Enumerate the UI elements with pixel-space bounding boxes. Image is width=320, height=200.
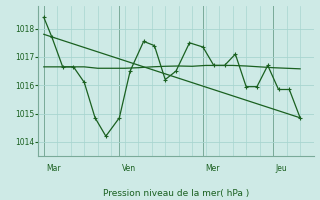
Text: Ven: Ven xyxy=(122,164,136,173)
Text: Jeu: Jeu xyxy=(276,164,288,173)
Text: Mar: Mar xyxy=(46,164,61,173)
Text: Pression niveau de la mer( hPa ): Pression niveau de la mer( hPa ) xyxy=(103,189,249,198)
Text: Mer: Mer xyxy=(206,164,220,173)
